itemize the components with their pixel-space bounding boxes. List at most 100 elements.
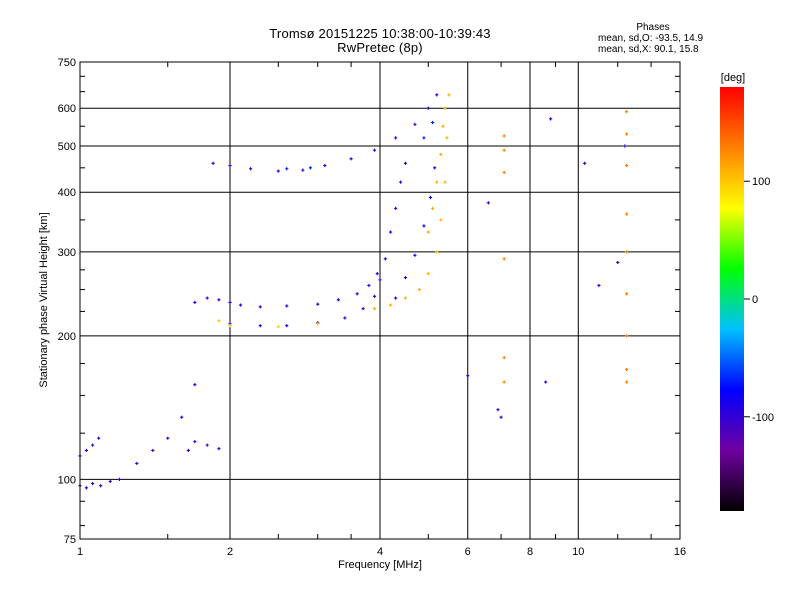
colorbar-tick-label: 0: [752, 294, 758, 306]
colorbar-tick-label: 100: [752, 176, 770, 188]
data-point: [336, 298, 340, 302]
data-point: [624, 334, 629, 338]
data-point: [624, 132, 629, 136]
data-point: [443, 106, 447, 110]
data-point: [624, 380, 629, 384]
data-point: [388, 303, 393, 307]
data-point: [496, 408, 500, 412]
data-point: [597, 283, 601, 288]
data-point: [430, 206, 435, 210]
data-point: [217, 319, 221, 323]
data-point: [624, 292, 629, 296]
y-tick-label: 500: [58, 141, 76, 153]
data-point: [285, 304, 289, 308]
data-point: [399, 180, 403, 184]
data-point: [258, 305, 262, 309]
data-point: [435, 250, 439, 254]
colorbar-ticks: 100 0 -100: [744, 176, 774, 424]
data-point: [422, 224, 426, 228]
data-point: [228, 300, 232, 305]
data-point: [108, 479, 112, 484]
data-point: [316, 302, 320, 306]
data-point: [544, 380, 548, 384]
colorbar-label: [deg]: [721, 72, 745, 84]
data-points: [78, 93, 629, 490]
axis-ticks: 1 2 4 6 8 10 16 75 100 200 300 400 500 600 750: [58, 57, 686, 558]
data-point: [502, 134, 506, 138]
data-point: [217, 447, 221, 451]
data-point: [84, 486, 88, 490]
data-point: [624, 110, 629, 114]
data-point: [549, 117, 553, 121]
phase-stats-x: mean, sd,X: 90.1, 15.8: [598, 44, 699, 55]
data-point: [435, 180, 439, 184]
data-point: [193, 383, 197, 387]
data-point: [422, 136, 426, 140]
data-point: [193, 300, 197, 305]
data-point: [135, 461, 139, 466]
data-point: [308, 166, 313, 170]
data-point: [439, 152, 443, 157]
data-point: [285, 324, 289, 328]
data-point: [417, 287, 422, 292]
grid-lines: [80, 62, 680, 539]
data-point: [426, 230, 430, 234]
data-point: [433, 166, 437, 170]
data-point: [343, 316, 347, 320]
data-point: [466, 374, 470, 378]
x-tick-label: 2: [227, 546, 233, 558]
data-point: [276, 169, 280, 173]
data-point: [502, 380, 506, 384]
y-tick-label: 600: [58, 103, 76, 115]
x-tick-label: 10: [572, 546, 584, 558]
y-tick-label: 300: [58, 247, 76, 259]
data-point: [439, 218, 443, 222]
data-point: [211, 161, 215, 165]
data-point: [180, 415, 184, 419]
colorbar-tick-label: -100: [752, 412, 774, 424]
y-axis-label: Stationary phase Virtual Height [km]: [38, 212, 50, 387]
data-point: [316, 322, 320, 326]
data-point: [249, 167, 253, 171]
data-point: [91, 481, 95, 486]
data-point: [372, 148, 377, 152]
data-point: [413, 253, 417, 257]
x-tick-label: 6: [465, 546, 471, 558]
x-tick-label: 16: [674, 546, 686, 558]
data-point: [117, 477, 122, 482]
data-point: [323, 163, 327, 168]
y-tick-label: 100: [58, 474, 76, 486]
data-point: [375, 272, 379, 276]
data-point: [502, 356, 506, 360]
data-point: [238, 303, 243, 307]
data-point: [499, 415, 503, 419]
data-point: [349, 157, 353, 161]
data-point: [403, 296, 408, 300]
data-point: [205, 443, 209, 447]
phase-stats-o: mean, sd,O: -93.5, 14.9: [598, 33, 704, 44]
data-point: [378, 278, 382, 282]
data-point: [486, 201, 490, 205]
data-point: [428, 195, 433, 200]
data-point: [445, 136, 449, 140]
data-point: [394, 136, 398, 140]
data-point: [426, 106, 430, 110]
data-point: [502, 257, 506, 261]
data-point: [502, 148, 506, 152]
x-tick-label: 4: [377, 546, 383, 558]
data-point: [228, 324, 232, 328]
data-point: [441, 124, 445, 128]
y-tick-label: 400: [58, 187, 76, 199]
y-tick-label: 75: [64, 534, 76, 546]
data-point: [166, 436, 170, 440]
colorbar: [720, 87, 744, 511]
data-point: [151, 448, 155, 453]
phase-stats: Phases mean, sd,O: -93.5, 14.9 mean, sd,…: [598, 22, 708, 55]
data-point: [623, 144, 627, 148]
data-point: [394, 206, 398, 210]
phase-stats-header: Phases: [636, 22, 670, 33]
data-point: [426, 272, 430, 276]
data-point: [430, 120, 435, 125]
data-point: [97, 436, 101, 440]
